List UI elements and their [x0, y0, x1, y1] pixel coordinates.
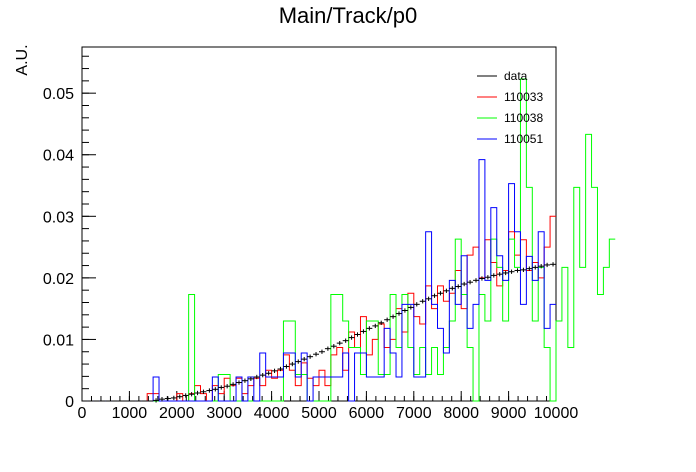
x-tick-label: 7000 [396, 405, 432, 422]
x-tick-label: 10000 [534, 405, 579, 422]
legend-label-110051: 110051 [504, 132, 543, 146]
y-tick-label: 0 [65, 394, 74, 411]
series-line-110051 [82, 159, 556, 402]
x-tick-label: 3000 [206, 405, 242, 422]
chart-title: Main/Track/p0 [279, 3, 418, 28]
y-tick-label: 0.04 [43, 148, 74, 165]
x-tick-label: 4000 [254, 405, 290, 422]
x-tick-label: 6000 [349, 405, 385, 422]
x-tick-label: 9000 [491, 405, 527, 422]
y-tick-label: 0.01 [43, 332, 74, 349]
series-layer [82, 78, 616, 403]
legend: data 110033 110038 110051 [477, 69, 543, 146]
x-tick-label: 1000 [112, 405, 148, 422]
x-tick-label: 2000 [159, 405, 195, 422]
y-axis-label: A.U. [14, 44, 31, 75]
y-axis-ticks: 0 0.01 0.02 0.03 0.04 0.05 [43, 55, 96, 411]
y-tick-label: 0.03 [43, 209, 74, 226]
y-tick-label: 0.05 [43, 86, 74, 103]
legend-label-110033: 110033 [504, 90, 543, 104]
legend-label-data: data [504, 69, 528, 83]
series-points-data [82, 262, 556, 403]
y-tick-label: 0.02 [43, 271, 74, 288]
x-axis-ticks: 0 1000 2000 3000 4000 5000 6000 7000 8000 9000 100… [78, 391, 579, 422]
x-tick-label: 0 [78, 405, 87, 422]
x-tick-label: 5000 [301, 405, 337, 422]
x-tick-label: 8000 [443, 405, 479, 422]
legend-label-110038: 110038 [504, 111, 543, 125]
